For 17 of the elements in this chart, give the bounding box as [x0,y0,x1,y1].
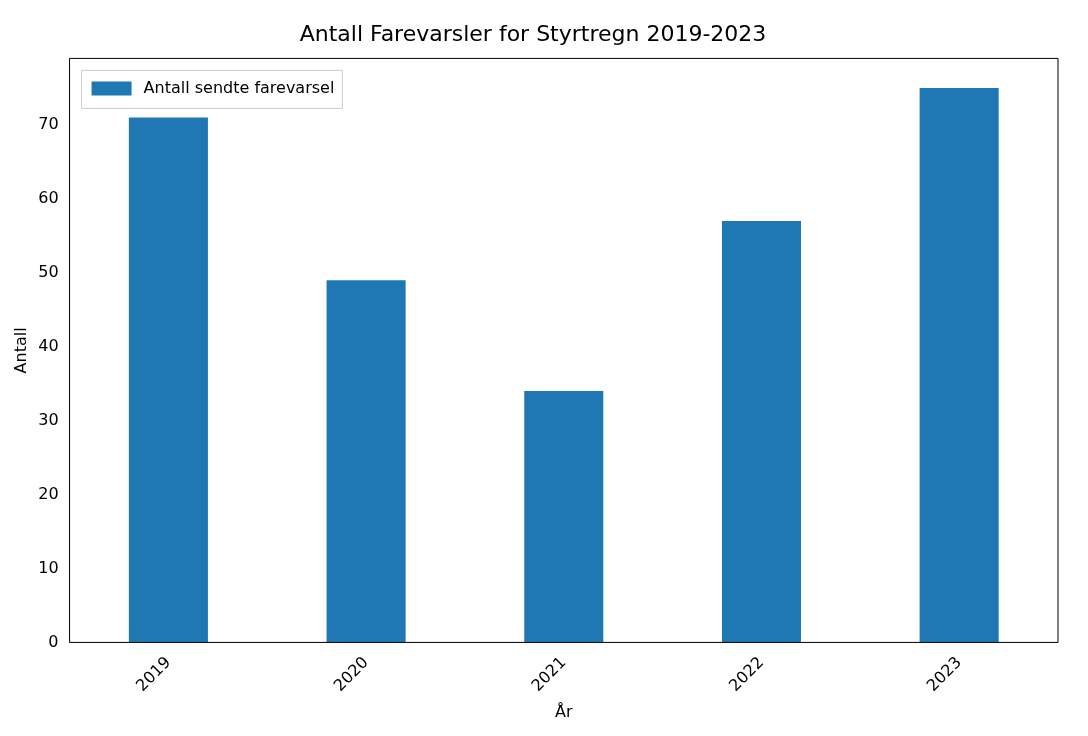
y-tick-label: 60 [38,188,59,208]
bar [524,391,604,643]
chart-title: Antall Farevarsler for Styrtregn 2019-2023 [299,20,767,46]
y-tick-label: 50 [38,261,59,281]
bar [919,87,999,643]
bar [128,117,208,643]
bar [326,280,406,643]
y-tick-label: 70 [38,114,59,134]
x-axis-title: År [555,701,573,721]
y-tick-label: 30 [38,409,59,429]
y-axis-title: Antall [10,327,30,374]
legend-label: Antall sendte farevarsel [143,77,335,97]
y-tick-label: 0 [48,631,59,651]
y-tick-label: 10 [38,557,59,577]
bar [721,221,802,643]
y-tick-label: 40 [38,335,59,355]
y-tick-label: 20 [38,483,59,503]
